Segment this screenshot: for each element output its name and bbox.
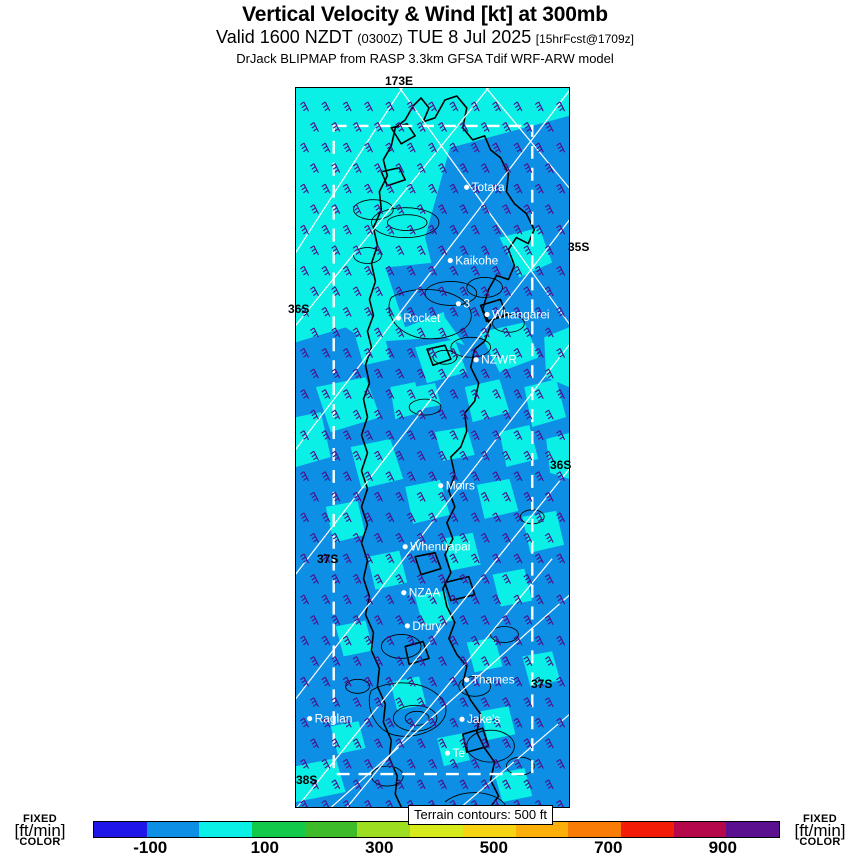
station-dot[interactable] (455, 301, 461, 307)
colorbar-tick: -100 (133, 838, 168, 857)
station-label: Totara (472, 180, 505, 194)
colorbar-swatch (304, 822, 358, 837)
station-dot[interactable] (307, 715, 313, 722)
station-dot[interactable] (401, 590, 407, 596)
colorbar-swatch (252, 822, 305, 837)
station-label: Kaikohe (455, 253, 498, 267)
station-dot[interactable] (459, 716, 465, 722)
station-label: Moirs (446, 479, 475, 493)
station-label: NZAA (409, 586, 441, 600)
valid-date: TUE 8 Jul 2025 (407, 27, 532, 47)
forecast-tag: [15hrFcst@1709z] (535, 32, 634, 46)
grid-coordinate-label: 36S (288, 302, 310, 316)
legend-fixed-label-left: FIXED (23, 813, 57, 825)
station-label: 3 (463, 297, 470, 311)
station-label: Thames (472, 673, 515, 687)
colorbar-tick: 700 (594, 838, 623, 857)
station-label: Rocket (403, 311, 441, 325)
grid-coordinate-label: 35S (568, 240, 590, 254)
grid-coordinate-label: 38S (296, 773, 318, 787)
colorbar-swatch (357, 822, 411, 837)
colorbar-swatch (199, 822, 253, 837)
station-dot[interactable] (444, 750, 451, 756)
station-dot[interactable] (404, 623, 410, 629)
colorbar-swatch (410, 822, 463, 837)
colorbar-tick: 100 (250, 838, 279, 857)
station-label: Raglan (315, 712, 353, 726)
valid-time-line: Valid 1600 NZDT (0300Z) TUE 8 Jul 2025 [… (0, 27, 850, 50)
colorbar-swatch (94, 822, 147, 837)
colorbar-tick-labels: -100 100 300 500 700 900 (93, 838, 780, 860)
legend-fixed-label-right: FIXED (803, 813, 837, 825)
colorbar-swatch (462, 822, 516, 837)
station-dot[interactable] (438, 483, 444, 489)
legend-color-label-right: COLOR (799, 836, 841, 848)
station-label: Whenuapai (410, 540, 470, 554)
station-label: NZWR (481, 353, 517, 367)
station-label: Whangarei (492, 307, 550, 321)
colorbar-tick: 900 (708, 838, 737, 857)
valid-time-local: Valid 1600 NZDT (216, 27, 353, 47)
terrain-contour-note: Terrain contours: 500 ft (408, 805, 553, 825)
station-label: Drury (412, 619, 441, 633)
station-dot[interactable] (464, 677, 470, 683)
station-dot[interactable] (484, 311, 490, 318)
station-dot[interactable] (395, 315, 401, 321)
station-dot[interactable] (473, 357, 479, 363)
colorbar-swatch (515, 822, 569, 837)
page-title: Vertical Velocity & Wind [kt] at 300mb (242, 3, 608, 26)
model-source-line: DrJack BLIPMAP from RASP 3.3km GFSA Tdif… (236, 51, 614, 66)
colorbar-tick: 300 (365, 838, 394, 857)
colorbar-swatch (620, 822, 674, 837)
colorbar-tick: 500 (479, 838, 508, 857)
station-dot[interactable] (402, 544, 408, 550)
colorbar-swatch (673, 822, 727, 837)
legend-unit-label-left: [ft/min] (14, 821, 66, 840)
weather-map[interactable]: Totara Kaikohe 3 Rocket Whangarei NZWR Moirs Wh… (295, 87, 570, 808)
station-dot[interactable] (464, 184, 470, 190)
map-render-surface: Totara Kaikohe 3 Rocket Whangarei NZWR Moirs Wh… (296, 88, 569, 807)
grid-coordinate-label: 37S (317, 552, 339, 566)
colorbar-swatch (726, 822, 779, 837)
legend-unit-label-right: [ft/min] (794, 821, 846, 840)
grid-coordinate-label: 37S (531, 677, 553, 691)
header-block: Vertical Velocity & Wind [kt] at 300mb V… (0, 0, 850, 68)
colorbar-swatch (146, 822, 200, 837)
grid-coordinate-label: 173E (385, 74, 414, 88)
legend-color-label-left: COLOR (19, 836, 61, 848)
legend-fixed-color-left: FIXED [ft/min] COLOR (4, 814, 76, 858)
station-label: Jake's (467, 712, 500, 726)
colorbar-swatch (568, 822, 621, 837)
station-label: Te (452, 746, 465, 760)
grid-coordinate-label: 36S (550, 458, 572, 472)
station-dot[interactable] (447, 257, 453, 264)
valid-time-utc: (0300Z) (357, 31, 403, 46)
legend-fixed-color-right: FIXED [ft/min] COLOR (784, 814, 850, 858)
